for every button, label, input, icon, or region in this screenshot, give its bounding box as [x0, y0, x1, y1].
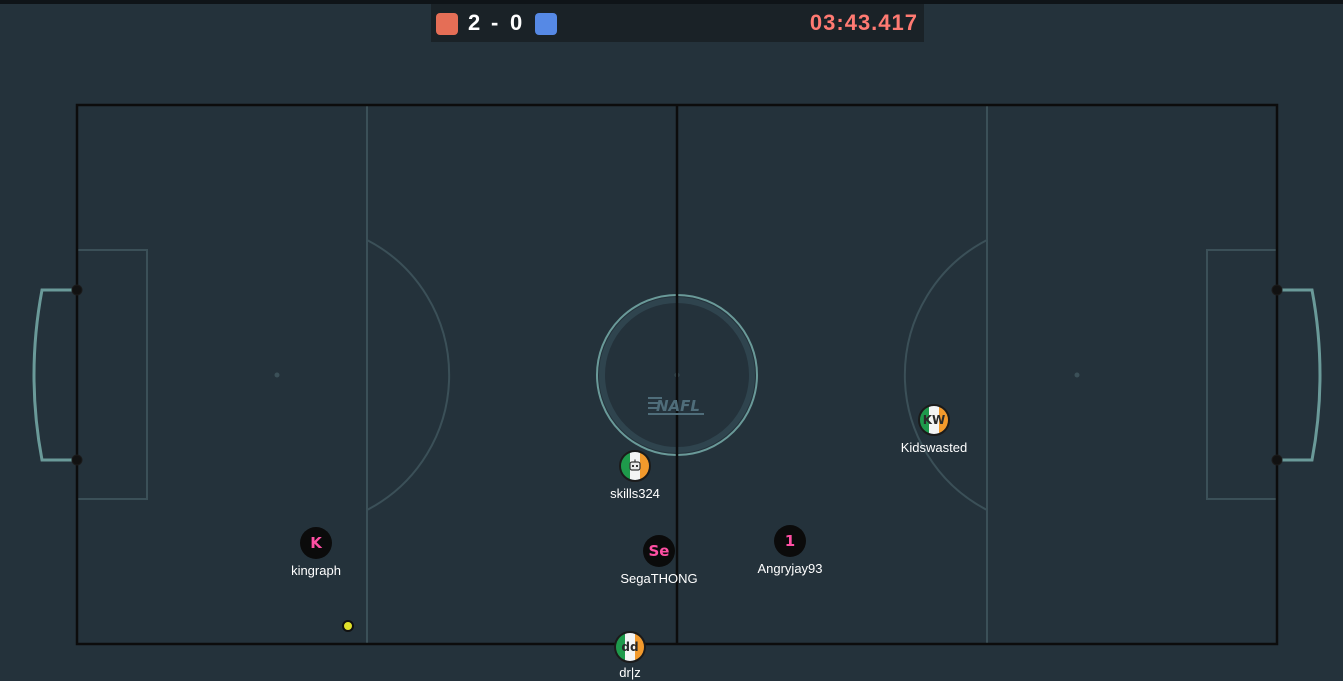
left-kickoff-arc: [366, 239, 451, 511]
player-name: SegaTHONG: [620, 571, 698, 586]
blue-team-color-icon: [535, 13, 557, 35]
avatar-text: 1: [784, 532, 796, 550]
top-border: [0, 0, 1343, 4]
robot-icon: [629, 459, 641, 471]
ireland-flag-avatar: dd: [614, 631, 646, 663]
left-goal-post-top: [71, 284, 83, 296]
player-avatar: K: [300, 527, 332, 559]
right-goal-post-top: [1271, 284, 1283, 296]
nafl-logo-icon: NAFL: [648, 397, 704, 415]
left-penalty-box: [76, 249, 148, 500]
field-markings: [32, 103, 1322, 646]
score-separator: -: [491, 10, 499, 35]
ireland-flag-avatar: KW: [918, 404, 950, 436]
right-spot: [1074, 372, 1080, 378]
player-name: dr|z: [619, 665, 641, 680]
ireland-flag-avatar: [619, 450, 651, 482]
avatar-text: K: [310, 534, 322, 552]
player-name: kingraph: [291, 563, 341, 578]
right-goal: [1277, 288, 1322, 462]
avatar-text: KW: [922, 413, 946, 427]
left-goal: [32, 288, 77, 462]
player-avatar: Se: [643, 535, 675, 567]
left-spot: [274, 372, 280, 378]
blue-team-score: 0: [510, 10, 523, 35]
avatar-text: Se: [648, 542, 670, 560]
left-goal-post-bottom: [71, 454, 83, 466]
right-goal-post-bottom: [1271, 454, 1283, 466]
center-logo-text: NAFL: [656, 397, 700, 415]
ball: [342, 620, 354, 632]
avatar-text: dd: [621, 640, 639, 654]
red-team-score: 2: [468, 10, 481, 35]
player-name: Angryjay93: [757, 561, 823, 576]
player-name: skills324: [610, 486, 660, 501]
player-avatar: 1: [774, 525, 806, 557]
red-team-color-icon: [436, 13, 458, 35]
right-penalty-box: [1206, 249, 1278, 500]
field-boundary: [75, 103, 1279, 646]
right-kickoff-arc: [903, 239, 988, 511]
player-name: Kidswasted: [900, 440, 968, 455]
match-timer: 03:43.417: [809, 10, 918, 35]
scoreboard: 2 - 0 03:43.417: [431, 4, 924, 42]
